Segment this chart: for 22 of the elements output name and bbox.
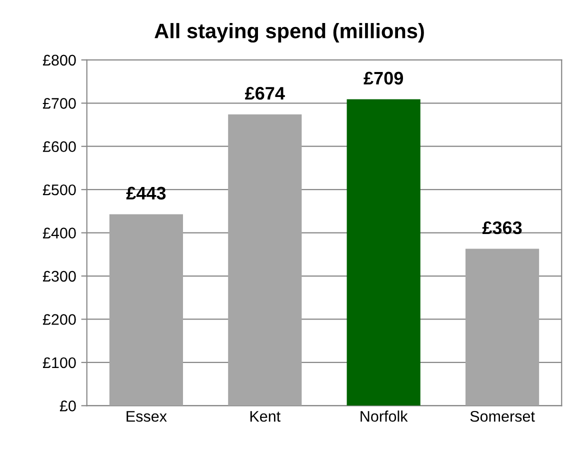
y-tick-label: £400 <box>42 228 76 238</box>
y-tick-label: £0 <box>60 400 76 412</box>
y-tick-label: £300 <box>42 270 76 282</box>
y-tick-label: £500 <box>42 184 76 196</box>
bar <box>346 99 420 406</box>
y-tick-label: £100 <box>42 357 76 368</box>
data-label: £674 <box>245 86 285 100</box>
x-tick-label: Norfolk <box>360 410 408 422</box>
bar <box>109 214 183 406</box>
bar <box>465 248 540 406</box>
x-tick-label: Essex <box>126 411 167 422</box>
data-label: £443 <box>126 186 166 200</box>
x-tick-label: Kent <box>250 411 280 422</box>
y-tick-label: £200 <box>42 314 76 325</box>
data-label: £363 <box>482 221 522 234</box>
bar <box>228 114 302 406</box>
x-tick-label: Somerset <box>470 410 535 422</box>
y-tick-label: £800 <box>42 54 76 66</box>
y-tick-label: £600 <box>42 141 76 152</box>
y-tick-label: £700 <box>42 98 76 109</box>
data-label: £709 <box>364 72 404 85</box>
chart-title: All staying spend (millions) <box>154 23 424 43</box>
